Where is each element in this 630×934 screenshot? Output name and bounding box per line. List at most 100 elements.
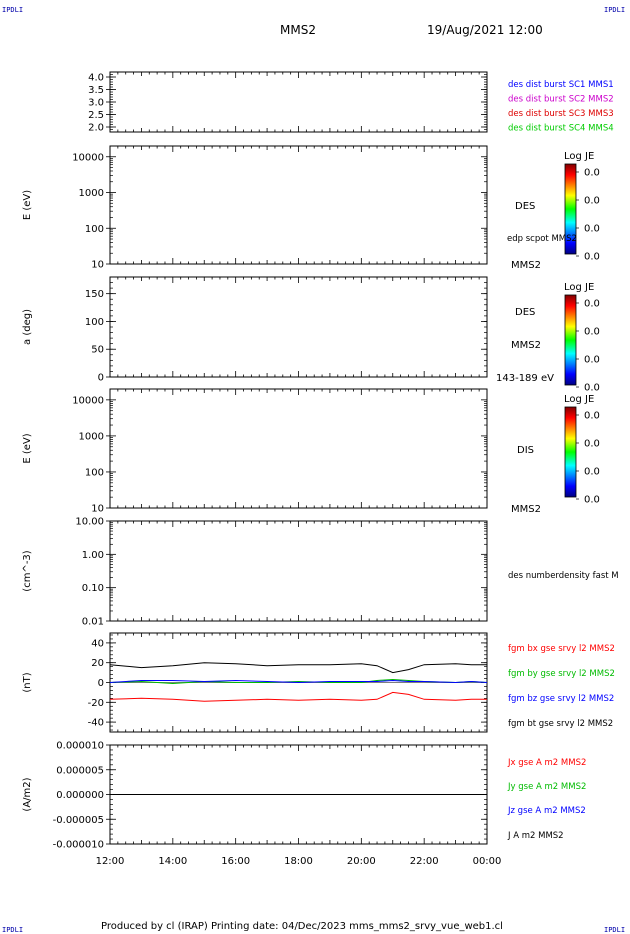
spacecraft-label: MMS2 — [511, 340, 541, 351]
colorbar-tick-label: 0.0 — [584, 252, 600, 263]
colorbar — [564, 163, 577, 255]
y-tick-label: 10000 — [72, 395, 104, 406]
colorbar-tick-label: 0.0 — [584, 196, 600, 207]
colorbar-tick-label: 0.0 — [584, 327, 600, 338]
spacecraft-title: MMS2 — [280, 23, 316, 37]
x-axis-ticks — [109, 745, 488, 844]
series-legend-entry: fgm by gse srvy l2 MMS2 — [508, 669, 615, 679]
y-tick-label: 150 — [85, 289, 104, 300]
y-tick-label: 0 — [98, 678, 104, 689]
sc-count-frame — [109, 71, 488, 133]
y-tick-label: 0.000010 — [56, 741, 104, 752]
scpot-label: edp scpot MMS2 — [507, 234, 577, 244]
panels-group: 4.03.5 3.02.5 2.0 des dist burst SC1 MMS1 de… — [22, 71, 619, 867]
series-legend-entry: Jx gse A m2 MMS2 — [507, 758, 586, 768]
legend-entry: des dist burst SC2 MMS2 — [508, 95, 614, 105]
y-axis-ticks — [106, 145, 487, 265]
series-legend-entry: fgm bx gse srvy l2 MMS2 — [508, 644, 615, 654]
des-pitch-frame — [109, 276, 488, 378]
y-tick-label: 40 — [91, 638, 104, 649]
y-tick-label: 4.0 — [88, 73, 104, 84]
des-energy-ylabel: E (eV) — [22, 190, 33, 220]
y-tick-label: -20 — [88, 698, 104, 709]
colorbar-tick-label: 0.0 — [584, 168, 600, 179]
y-tick-label: 0.000005 — [56, 765, 104, 776]
y-tick-label: -40 — [88, 718, 104, 729]
x-axis-ticks — [109, 146, 488, 264]
y-tick-label: 2.0 — [88, 123, 104, 134]
y-axis-ticks — [106, 71, 487, 133]
colorbar-tick-label: 0.0 — [584, 467, 600, 478]
colorbar-title: Log JE — [564, 282, 594, 293]
legend-entry: des dist burst SC3 MMS3 — [508, 109, 614, 119]
y-tick-label: 10000 — [72, 152, 104, 163]
y-tick-label: 10.00 — [75, 517, 104, 528]
colorbar-tick-label: 0.0 — [584, 439, 600, 450]
series-legend-entry: Jz gse A m2 MMS2 — [507, 806, 586, 816]
colorbar-tick-label: 0.0 — [584, 224, 600, 235]
x-tick-label: 00:00 — [473, 856, 502, 867]
colorbar — [564, 406, 577, 498]
colorbar-tick-label: 0.0 — [584, 383, 600, 394]
colorbar-title: Log JE — [564, 394, 594, 405]
y-tick-label: 3.0 — [88, 98, 104, 109]
density-frame — [109, 520, 488, 622]
current-density-ylabel: (A/m2) — [22, 777, 33, 811]
y-tick-label: 0.000000 — [56, 790, 104, 801]
magnetic-field-ylabel: (nT) — [22, 672, 33, 692]
colorbar-tick-label: 0.0 — [584, 299, 600, 310]
footer-text: Produced by cl (IRAP) Printing date: 04/… — [101, 921, 503, 932]
datetime-title: 19/Aug/2021 12:00 — [427, 23, 543, 37]
colorbar-tick-label: 0.0 — [584, 411, 600, 422]
spacecraft-label: MMS2 — [511, 504, 541, 515]
series-line-3 — [109, 662, 487, 674]
y-axis-ticks — [106, 744, 487, 845]
x-axis-ticks — [109, 389, 488, 508]
x-tick-label: 14:00 — [158, 856, 187, 867]
y-tick-label: 0.01 — [82, 617, 104, 628]
series-line-2 — [109, 679, 488, 684]
legend-entry: des dist burst SC1 MMS1 — [508, 80, 614, 90]
instrument-label: DES — [515, 201, 535, 212]
x-axis-ticks — [109, 633, 488, 732]
colorbar-tick-label: 0.0 — [584, 495, 600, 506]
y-tick-label: -0.000010 — [53, 840, 104, 851]
y-tick-label: 100 — [85, 317, 104, 328]
density-ylabel: (cm^-3) — [22, 550, 33, 591]
y-axis-ticks — [106, 520, 487, 622]
colorbar-tick-label: 0.0 — [584, 355, 600, 366]
x-axis-ticks — [109, 521, 488, 621]
y-tick-label: 3.5 — [88, 85, 104, 96]
dis-energy-ylabel: E (eV) — [22, 433, 33, 463]
corner-label-bottom-right: IPDLI — [604, 926, 625, 934]
dis-energy-frame — [109, 388, 488, 509]
corner-label-top-right: IPDLI — [604, 6, 625, 14]
colorbar — [564, 294, 577, 386]
y-tick-label: 20 — [91, 658, 104, 669]
spacecraft-label: MMS2 — [511, 260, 541, 271]
y-tick-label: 1000 — [79, 188, 104, 199]
x-tick-label: 22:00 — [410, 856, 439, 867]
y-tick-label: 0 — [98, 373, 104, 384]
corner-label-top-left: IPDLI — [2, 6, 23, 14]
y-tick-label: 1000 — [79, 431, 104, 442]
x-tick-label: 18:00 — [284, 856, 313, 867]
instrument-label: DIS — [517, 445, 534, 456]
series-legend-entry: Jy gse A m2 MMS2 — [507, 782, 586, 792]
y-tick-label: 10 — [91, 504, 104, 515]
legend-entry: des dist burst SC4 MMS4 — [508, 124, 614, 134]
des-pitch-ylabel: a (deg) — [22, 309, 33, 345]
x-axis-ticks — [109, 72, 488, 132]
y-tick-label: 100 — [85, 467, 104, 478]
x-axis-ticks — [109, 277, 488, 377]
x-tick-label: 12:00 — [96, 856, 125, 867]
series-legend-entry: J A m2 MMS2 — [507, 831, 564, 841]
instrument-label: DES — [515, 307, 535, 318]
des-energy-frame — [109, 145, 488, 265]
energy-range-label: 143-189 eV — [496, 373, 554, 384]
legend-entry: des numberdensity fast M — [508, 571, 619, 581]
y-tick-label: 10 — [91, 260, 104, 271]
series-legend-entry: fgm bz gse srvy l2 MMS2 — [508, 694, 614, 704]
y-tick-label: 2.5 — [88, 110, 104, 121]
